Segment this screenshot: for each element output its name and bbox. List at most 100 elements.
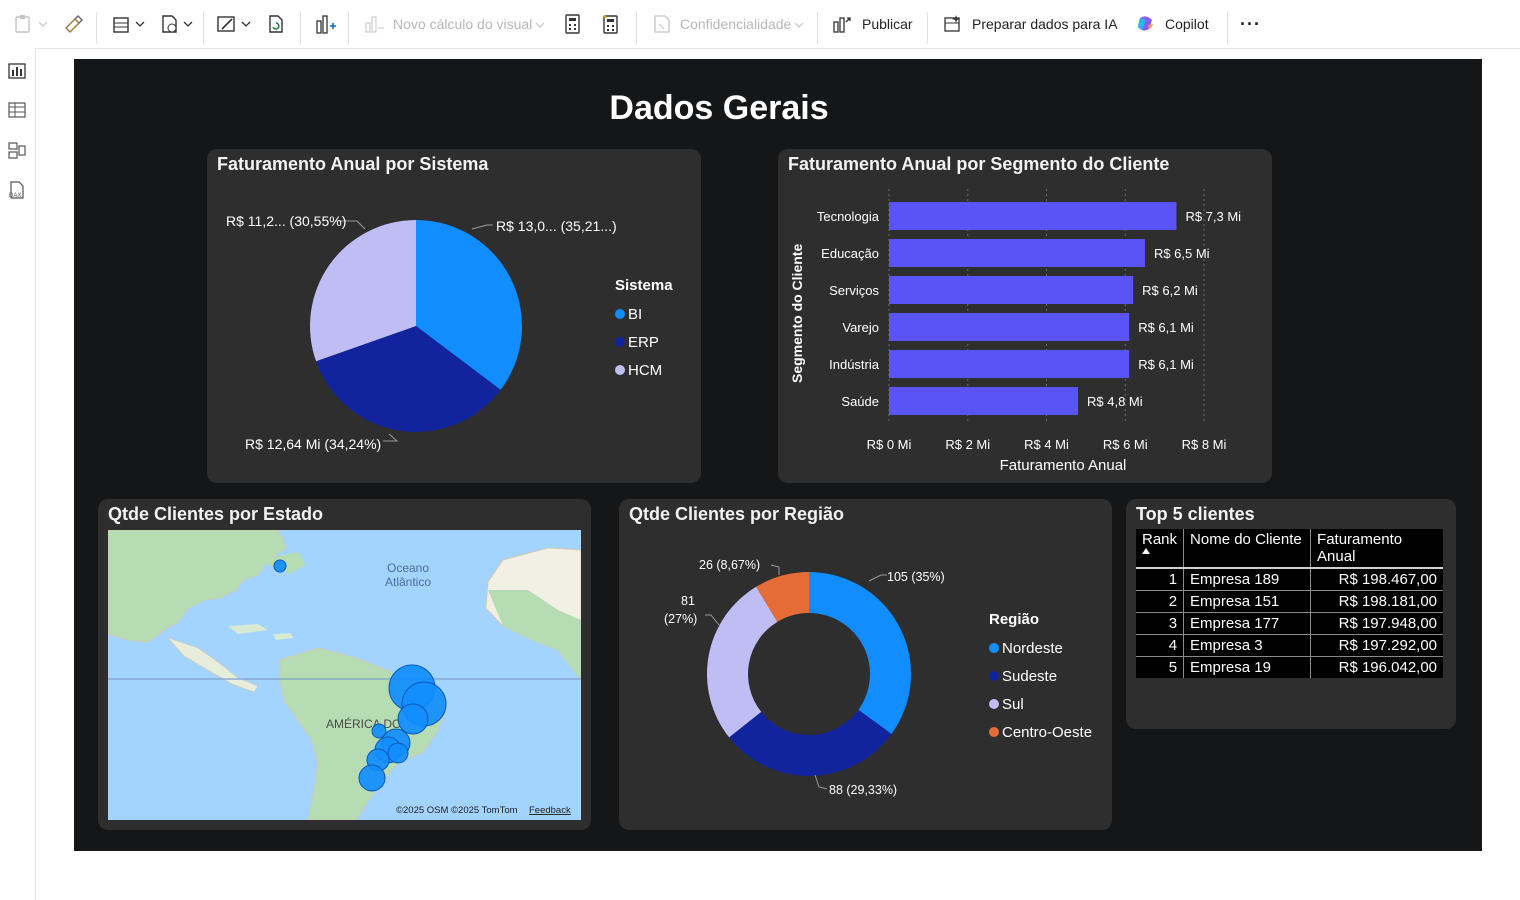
publish-button[interactable]: Publicar (832, 0, 913, 48)
donut-slice-sul[interactable] (707, 586, 778, 738)
ocean-label: Oceano (387, 561, 429, 575)
quick-measure-button[interactable] (600, 0, 622, 48)
bar-data-label: R$ 7,3 Mi (1185, 209, 1241, 224)
sensitivity-icon (654, 15, 670, 33)
new-measure-button[interactable] (563, 0, 583, 48)
copilot-button[interactable]: Copilot (1136, 0, 1209, 48)
legend-item[interactable]: BI (615, 300, 673, 328)
table-row[interactable]: 4 Empresa 3 R$ 197.292,00 (1136, 634, 1444, 657)
legend-item[interactable]: ERP (615, 328, 673, 356)
y-tick-label: Serviços (829, 283, 879, 298)
report-view-icon[interactable] (7, 61, 27, 81)
sensitivity-button[interactable]: Confidencialidade (652, 0, 807, 48)
new-visual-calc-button[interactable]: Novo cálculo do visual (364, 0, 548, 48)
table-view-icon[interactable] (7, 100, 27, 120)
cell-name: Empresa 19 (1183, 656, 1312, 678)
pie-chart-visual[interactable]: Faturamento Anual por Sistema R$ 11,2...… (207, 149, 701, 483)
bar-varejo[interactable] (889, 313, 1130, 341)
y-tick-label: Varejo (842, 320, 879, 335)
legend-dot (989, 643, 999, 653)
map-attribution: ©2025 OSM ©2025 TomTom (396, 805, 518, 816)
column-header-rank[interactable]: Rank (1136, 529, 1185, 568)
table-row[interactable]: 5 Empresa 19 R$ 196.042,00 (1136, 656, 1444, 678)
donut-chart-visual[interactable]: Qtde Clientes por Região 105 (35%) 26 (8… (619, 499, 1112, 830)
refresh-button[interactable] (266, 0, 286, 48)
chevron-down-icon (535, 22, 545, 28)
donut-legend: Região Nordeste Sudeste Sul Centro-Oeste (989, 611, 1092, 746)
bar-data-label: R$ 6,5 Mi (1154, 246, 1210, 261)
page-title: Dados Gerais (609, 89, 829, 127)
column-header-label: Rank (1142, 531, 1178, 548)
clipboard-icon (15, 15, 48, 33)
legend-label: Sul (1002, 695, 1024, 713)
format-painter-button[interactable] (63, 0, 83, 48)
donut-slice-centro-oeste[interactable] (756, 572, 809, 622)
dax-query-view-icon[interactable]: DAX (7, 180, 27, 200)
publish-label: Publicar (862, 16, 913, 32)
legend-dot (989, 671, 999, 681)
recent-sources-button[interactable] (160, 0, 196, 48)
map-bubble[interactable] (358, 764, 386, 792)
prep-data-ai-button[interactable]: Preparar dados para IA (943, 0, 1118, 48)
column-header-name[interactable]: Nome do Cliente (1183, 529, 1312, 568)
y-tick-label: Indústria (829, 357, 880, 372)
donut-data-label-sudeste: 88 (29,33%) (829, 783, 897, 797)
x-axis-title: Faturamento Anual (1000, 457, 1127, 474)
column-header-value[interactable]: Faturamento Anual (1317, 531, 1403, 565)
donut-slice-nordeste[interactable] (809, 572, 911, 734)
chevron-down-icon (794, 22, 804, 28)
bar-educação[interactable] (889, 239, 1145, 267)
legend-item[interactable]: HCM (615, 356, 673, 384)
visual-title: Qtde Clientes por Estado (108, 504, 324, 524)
x-tick-label: R$ 6 Mi (1103, 437, 1148, 452)
continent-label: AMÉRICA DO (326, 716, 401, 731)
visual-title: Faturamento Anual por Sistema (217, 154, 489, 174)
visual-title: Faturamento Anual por Segmento do Client… (788, 154, 1170, 174)
pie-data-label-erp: R$ 12,64 Mi (34,24%) (245, 436, 381, 452)
bar-saúde[interactable] (889, 387, 1078, 415)
map-bubble[interactable] (397, 703, 429, 735)
sensitivity-label: Confidencialidade (680, 16, 792, 32)
ocean-label: Atlântico (385, 575, 431, 589)
legend-item[interactable]: Centro-Oeste (989, 718, 1092, 746)
legend-label: Sudeste (1002, 667, 1058, 685)
pie-slice-hcm[interactable] (310, 220, 416, 362)
cell-name: Empresa 151 (1183, 590, 1312, 613)
map-feedback-link[interactable]: Feedback (529, 805, 571, 816)
legend-item[interactable]: Nordeste (989, 634, 1092, 662)
cell-rank: 5 (1136, 656, 1185, 678)
table-row[interactable]: 1 Empresa 189 R$ 198.467,00 (1136, 567, 1444, 591)
map-bubble[interactable] (273, 559, 287, 573)
map-visual[interactable]: Qtde Clientes por Estado Oceano (98, 499, 591, 830)
pie-slice-erp[interactable] (316, 326, 501, 432)
pie-slice-bi[interactable] (416, 220, 522, 390)
bar-indústria[interactable] (889, 350, 1130, 378)
bar-chart-svg: R$ 0 Mi R$ 2 Mi R$ 4 Mi R$ 6 Mi R$ 8 Mi Tecno… (789, 189, 1241, 474)
map-canvas[interactable]: Oceano Atlântico AMÉRICA DO ©2025 OSM (108, 530, 581, 820)
leader-line (335, 220, 366, 230)
map-svg: Oceano Atlântico AMÉRICA DO ©2025 OSM (108, 530, 581, 820)
legend-label: Centro-Oeste (1002, 723, 1093, 741)
bar-tecnologia[interactable] (889, 202, 1177, 230)
y-tick-label: Tecnologia (817, 209, 880, 224)
ribbon-toolbar: Novo cálculo do visual Confidencialidade… (0, 0, 1520, 49)
transform-data-button[interactable] (216, 0, 252, 48)
table-visual[interactable]: Top 5 clientes Rank Nome do Cliente Fatu… (1126, 499, 1456, 729)
more-options-button[interactable]: ··· (1240, 13, 1261, 34)
get-data-button[interactable] (112, 0, 148, 48)
model-view-icon[interactable] (7, 140, 27, 160)
cell-rank: 3 (1136, 612, 1185, 635)
pie-data-label-bi: R$ 13,0... (35,21...) (496, 218, 617, 234)
x-tick-label: R$ 8 Mi (1182, 437, 1227, 452)
bar-chart-visual[interactable]: Faturamento Anual por Segmento do Client… (778, 149, 1272, 483)
legend-item[interactable]: Sul (989, 690, 1092, 718)
bar-serviços[interactable] (889, 276, 1134, 304)
paste-button[interactable] (14, 0, 48, 48)
donut-slice-sudeste[interactable] (729, 709, 892, 776)
legend-item[interactable]: Sudeste (989, 662, 1092, 690)
table-row[interactable]: 3 Empresa 177 R$ 197.948,00 (1136, 612, 1444, 635)
map-bubble[interactable] (387, 742, 409, 764)
new-visual-button[interactable] (314, 0, 336, 48)
table-row[interactable]: 2 Empresa 151 R$ 198.181,00 (1136, 590, 1444, 613)
map-bubble[interactable] (371, 723, 387, 739)
